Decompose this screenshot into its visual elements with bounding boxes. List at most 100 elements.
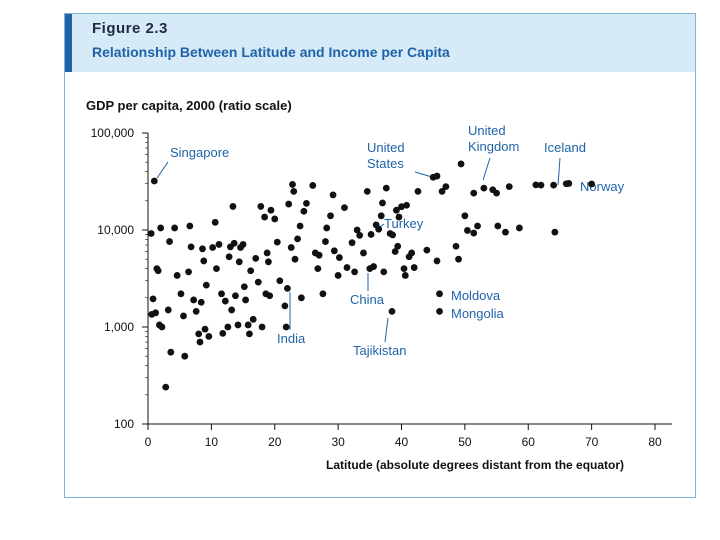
- data-point: [209, 244, 217, 251]
- data-point: [329, 191, 337, 199]
- labeled-data-point: [550, 181, 557, 189]
- data-point: [166, 238, 173, 245]
- data-point: [162, 383, 170, 391]
- data-point: [177, 290, 185, 298]
- data-point: [225, 253, 233, 261]
- data-point: [414, 187, 422, 195]
- data-point: [343, 264, 351, 271]
- annotation-label: India: [277, 331, 306, 346]
- annotations: Singapore India China Tajikistan Turkey Unite…: [156, 123, 625, 358]
- data-point: [287, 244, 295, 251]
- data-point: [464, 227, 471, 234]
- data-point: [247, 267, 255, 275]
- data-point: [281, 302, 289, 310]
- data-point: [330, 247, 338, 255]
- data-point: [470, 229, 478, 237]
- x-tick-label: 50: [458, 435, 472, 449]
- data-point: [242, 296, 249, 304]
- annotation-label: Norway: [580, 179, 625, 194]
- x-tick-label: 20: [268, 435, 282, 449]
- data-point: [300, 207, 308, 215]
- data-point: [502, 228, 509, 236]
- data-point: [190, 296, 198, 304]
- data-point: [167, 348, 175, 356]
- figure-header: Figure 2.3 Relationship Between Latitude…: [65, 14, 695, 72]
- x-tick-label: 70: [585, 435, 599, 449]
- data-point: [319, 290, 327, 298]
- labeled-data-point: [436, 290, 443, 298]
- data-point: [461, 212, 469, 220]
- y-axis-title: GDP per capita, 2000 (ratio scale): [86, 98, 292, 113]
- data-point: [356, 231, 364, 239]
- labeled-data-point: [436, 307, 443, 315]
- data-point: [258, 323, 266, 331]
- data-point: [282, 323, 290, 331]
- annotation-label: United Kingdom: [468, 123, 519, 154]
- data-point: [452, 242, 460, 250]
- data-point: [218, 290, 225, 298]
- data-point: [195, 330, 203, 338]
- data-point: [215, 241, 223, 248]
- data-point: [257, 203, 265, 210]
- annotation-leader: [414, 171, 433, 178]
- annotation-label: United States: [367, 140, 405, 171]
- data-point: [588, 180, 596, 188]
- data-point: [228, 306, 236, 314]
- data-point: [157, 224, 165, 232]
- data-point: [187, 243, 195, 251]
- data-point: [309, 182, 317, 189]
- data-point: [442, 183, 450, 191]
- data-point: [474, 222, 481, 230]
- data-point: [532, 181, 540, 189]
- data-point: [224, 323, 232, 331]
- annotation-label: China: [350, 292, 385, 307]
- labeled-data-point: [562, 180, 570, 188]
- x-tick-label: 0: [145, 435, 152, 449]
- labeled-data-point: [150, 177, 158, 185]
- data-point: [213, 265, 220, 273]
- data-point: [200, 257, 208, 265]
- figure-title: Relationship Between Latitude and Income…: [92, 44, 450, 60]
- data-point: [232, 292, 239, 300]
- data-point: [493, 189, 500, 197]
- data-point: [290, 187, 298, 195]
- data-point: [353, 226, 361, 234]
- data-point: [351, 268, 359, 276]
- data-point: [296, 222, 304, 230]
- data-point: [537, 181, 545, 189]
- y-tick-label: 1,000: [104, 320, 134, 334]
- figure-frame: Figure 2.3 Relationship Between Latitude…: [64, 13, 696, 498]
- data-point: [266, 292, 274, 300]
- data-point: [181, 352, 189, 360]
- annotation-label: Moldova: [451, 288, 501, 303]
- figure-label-text: Figure 2.3: [92, 20, 168, 37]
- data-point: [408, 249, 416, 257]
- data-point: [171, 224, 179, 232]
- annotation-leader: [482, 157, 491, 181]
- data-point: [334, 272, 342, 279]
- data-point: [149, 295, 157, 303]
- data-point: [410, 264, 418, 271]
- annotation-label: Turkey: [384, 216, 424, 231]
- data-point: [401, 272, 409, 279]
- data-point: [297, 294, 305, 302]
- data-point: [152, 309, 160, 317]
- data-point: [154, 267, 162, 275]
- data-point: [375, 225, 383, 233]
- x-axis-title: Latitude (absolute degrees distant from …: [326, 458, 624, 472]
- data-point: [254, 278, 262, 286]
- data-point: [246, 330, 253, 338]
- data-points: [147, 160, 596, 391]
- data-point: [180, 312, 187, 320]
- data-point: [205, 333, 213, 340]
- data-point: [185, 268, 192, 276]
- annotation-leader: [557, 157, 561, 186]
- data-point: [457, 160, 465, 168]
- data-point: [271, 215, 279, 223]
- x-tick-label: 80: [648, 435, 662, 449]
- annotation-label: Mongolia: [451, 306, 505, 321]
- data-point: [314, 265, 322, 273]
- data-point: [470, 189, 478, 197]
- data-point: [403, 201, 410, 209]
